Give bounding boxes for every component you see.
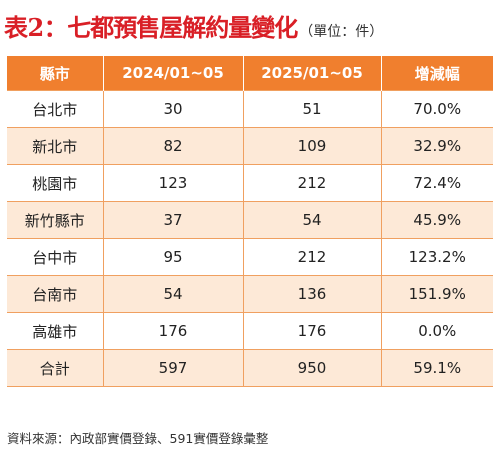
cell-region: 台中市 xyxy=(7,238,104,276)
table-row: 高雄市 176 176 0.0% xyxy=(7,312,493,350)
cell-2025: 136 xyxy=(242,275,382,313)
page-title: 表2： 七都預售屋解約量變化 （單位：件） xyxy=(4,8,383,44)
table-row: 新北市 82 109 32.9% xyxy=(7,127,493,165)
header-2025: 2025/01~05 xyxy=(242,56,382,91)
cell-2024: 37 xyxy=(102,201,244,239)
cell-2024: 82 xyxy=(102,127,244,165)
cell-2024: 597 xyxy=(102,349,244,387)
table-row: 桃園市 123 212 72.4% xyxy=(7,164,493,202)
cell-change: 72.4% xyxy=(380,164,493,202)
table-row: 新竹縣市 37 54 45.9% xyxy=(7,201,493,239)
cell-change: 59.1% xyxy=(380,349,493,387)
data-table: 縣市 2024/01~05 2025/01~05 增減幅 台北市 30 51 7… xyxy=(7,56,493,387)
title-text: 七都預售屋解約量變化 xyxy=(67,13,298,42)
cell-region: 新北市 xyxy=(7,127,104,165)
cell-2025: 950 xyxy=(242,349,382,387)
cell-2025: 176 xyxy=(242,312,382,350)
header-2024: 2024/01~05 xyxy=(102,56,244,91)
cell-2025: 51 xyxy=(242,90,382,128)
cell-region: 新竹縣市 xyxy=(7,201,104,239)
cell-2024: 30 xyxy=(102,90,244,128)
header-change: 增減幅 xyxy=(380,56,493,91)
table-number: 表2： xyxy=(4,13,68,42)
cell-region: 合計 xyxy=(7,349,104,387)
table-header-row: 縣市 2024/01~05 2025/01~05 增減幅 xyxy=(7,56,493,91)
cell-2025: 109 xyxy=(242,127,382,165)
table-row-total: 合計 597 950 59.1% xyxy=(7,349,493,387)
cell-change: 0.0% xyxy=(380,312,493,350)
table-row: 台北市 30 51 70.0% xyxy=(7,90,493,128)
cell-2024: 54 xyxy=(102,275,244,313)
cell-change: 151.9% xyxy=(380,275,493,313)
cell-change: 70.0% xyxy=(380,90,493,128)
cell-change: 45.9% xyxy=(380,201,493,239)
table-row: 台中市 95 212 123.2% xyxy=(7,238,493,276)
cell-2024: 176 xyxy=(102,312,244,350)
cell-change: 32.9% xyxy=(380,127,493,165)
cell-2024: 123 xyxy=(102,164,244,202)
source-note: 資料來源：內政部實價登錄、591實價登錄彙整 xyxy=(7,431,269,446)
cell-region: 高雄市 xyxy=(7,312,104,350)
cell-2025: 54 xyxy=(242,201,382,239)
cell-2024: 95 xyxy=(102,238,244,276)
cell-change: 123.2% xyxy=(380,238,493,276)
cell-2025: 212 xyxy=(242,164,382,202)
cell-region: 台北市 xyxy=(7,90,104,128)
table-row: 台南市 54 136 151.9% xyxy=(7,275,493,313)
cell-region: 桃園市 xyxy=(7,164,104,202)
unit-label: （單位：件） xyxy=(299,24,384,40)
cell-2025: 212 xyxy=(242,238,382,276)
cell-region: 台南市 xyxy=(7,275,104,313)
header-region: 縣市 xyxy=(7,56,104,91)
